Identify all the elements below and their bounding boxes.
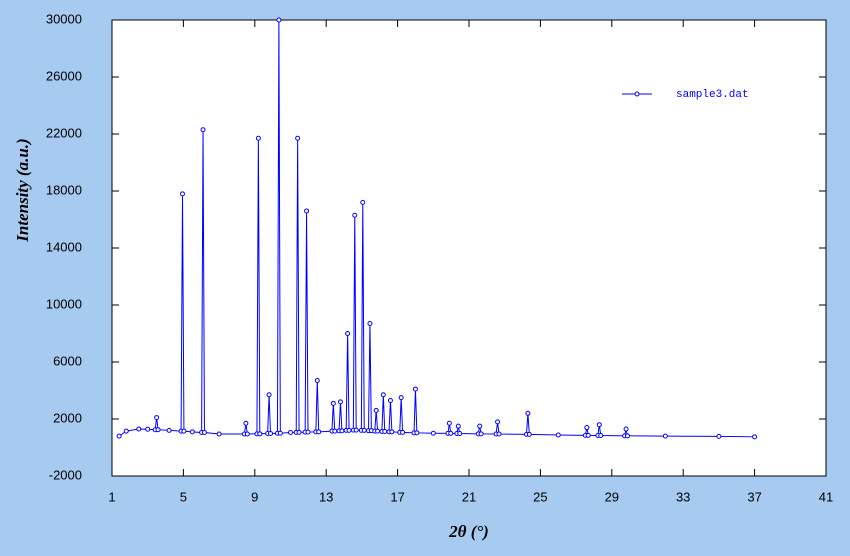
point-marker [257,431,263,437]
point-marker [496,431,502,437]
point-marker [400,429,406,435]
point-marker [266,392,272,398]
point-marker [268,431,274,437]
point-marker [166,427,172,433]
point-marker [181,428,187,434]
point-marker [412,386,418,392]
point-marker [387,397,393,403]
point-marker [305,429,311,435]
point-marker [448,430,454,436]
point-marker [352,212,358,218]
point-marker [346,427,352,433]
point-marker [598,433,604,439]
point-marker [339,428,345,434]
point-marker [360,199,366,205]
point-marker [116,433,122,439]
x-axis-label: 2θ (°) [448,522,489,541]
x-tick-label: 29 [605,489,619,504]
legend-label: sample3.dat [676,89,749,101]
point-marker [584,425,590,431]
point-marker [367,321,373,327]
point-marker [716,433,722,439]
point-marker [414,430,420,436]
point-marker [200,127,206,133]
point-marker [373,407,379,413]
point-marker [288,430,293,436]
point-marker [585,432,591,438]
legend-marker [634,91,640,97]
point-marker [382,429,388,435]
y-tick-label: 14000 [46,239,82,254]
point-marker [180,191,186,197]
point-marker [457,431,463,437]
y-tick-label: 10000 [46,296,82,311]
point-marker [389,429,395,435]
point-marker [277,430,283,436]
x-tick-label: 21 [462,489,476,504]
point-marker [304,208,310,214]
point-marker [345,331,351,336]
point-marker [361,427,367,433]
point-marker [332,428,338,434]
point-marker [255,135,261,141]
point-marker [155,427,161,433]
point-marker [477,423,483,429]
point-marker [136,426,142,432]
point-marker [380,392,386,398]
point-marker [154,415,160,421]
x-tick-label: 33 [676,489,690,504]
point-marker [201,430,207,436]
x-tick-label: 5 [180,489,187,504]
point-marker [244,431,250,437]
point-marker [455,423,461,429]
point-marker [662,433,668,439]
point-marker [495,419,501,425]
point-marker [314,378,320,384]
y-tick-label: 30000 [46,11,82,26]
y-tick-label: 2000 [53,410,82,425]
point-marker [296,429,302,435]
point-marker [555,432,561,438]
point-marker [398,395,404,401]
point-marker [623,426,629,432]
y-tick-label: 18000 [46,182,82,197]
x-tick-label: 41 [819,489,833,504]
point-marker [330,400,336,406]
plot-area [111,19,827,477]
x-tick-label: 1 [108,489,115,504]
point-marker [189,429,195,435]
x-tick-label: 13 [319,489,333,504]
point-marker [145,426,151,432]
x-tick-label: 17 [390,489,404,504]
point-marker [525,410,531,416]
y-tick-label: 22000 [46,125,82,140]
point-marker [752,434,758,440]
point-marker [123,428,129,434]
y-tick-label: 26000 [46,68,82,83]
point-marker [295,135,301,141]
series-line [118,19,755,438]
point-marker [596,422,602,428]
point-marker [446,420,452,426]
point-marker [430,430,436,436]
y-tick-label: 6000 [53,353,82,368]
point-marker [276,17,282,23]
point-marker [625,433,631,439]
point-marker [216,431,222,437]
point-marker [375,428,381,434]
point-marker [478,431,484,437]
x-tick-label: 25 [533,489,547,504]
point-marker [526,431,532,437]
point-marker [337,399,343,405]
point-marker [353,427,359,433]
x-tick-label: 9 [251,489,258,504]
point-marker [243,420,249,426]
point-marker [316,429,322,435]
x-tick-label: 37 [747,489,761,504]
y-axis-label: Intensity (a.u.) [13,138,32,242]
y-tick-label: -2000 [49,467,82,482]
